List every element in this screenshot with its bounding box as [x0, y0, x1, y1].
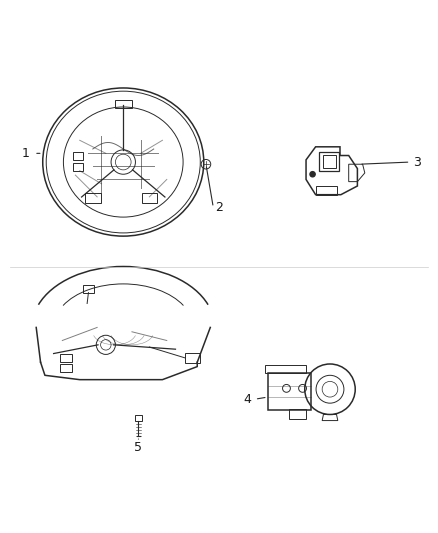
Bar	[60, 353, 72, 362]
Text: 3: 3	[413, 156, 421, 168]
Bar	[73, 152, 83, 160]
Bar	[141, 193, 157, 204]
Bar	[185, 353, 200, 363]
Text: 4: 4	[244, 393, 251, 406]
Bar	[73, 163, 83, 171]
Bar	[319, 152, 339, 171]
Bar	[289, 409, 306, 419]
Bar	[134, 415, 142, 421]
Bar	[60, 364, 72, 372]
Bar	[83, 285, 94, 293]
Bar	[115, 100, 132, 108]
Bar	[85, 193, 101, 204]
Circle shape	[310, 172, 315, 177]
Bar	[322, 155, 336, 168]
Text: 5: 5	[134, 441, 142, 454]
Bar	[265, 365, 306, 373]
Text: 2: 2	[215, 201, 223, 214]
Text: 1: 1	[21, 147, 29, 160]
Bar	[268, 373, 311, 410]
